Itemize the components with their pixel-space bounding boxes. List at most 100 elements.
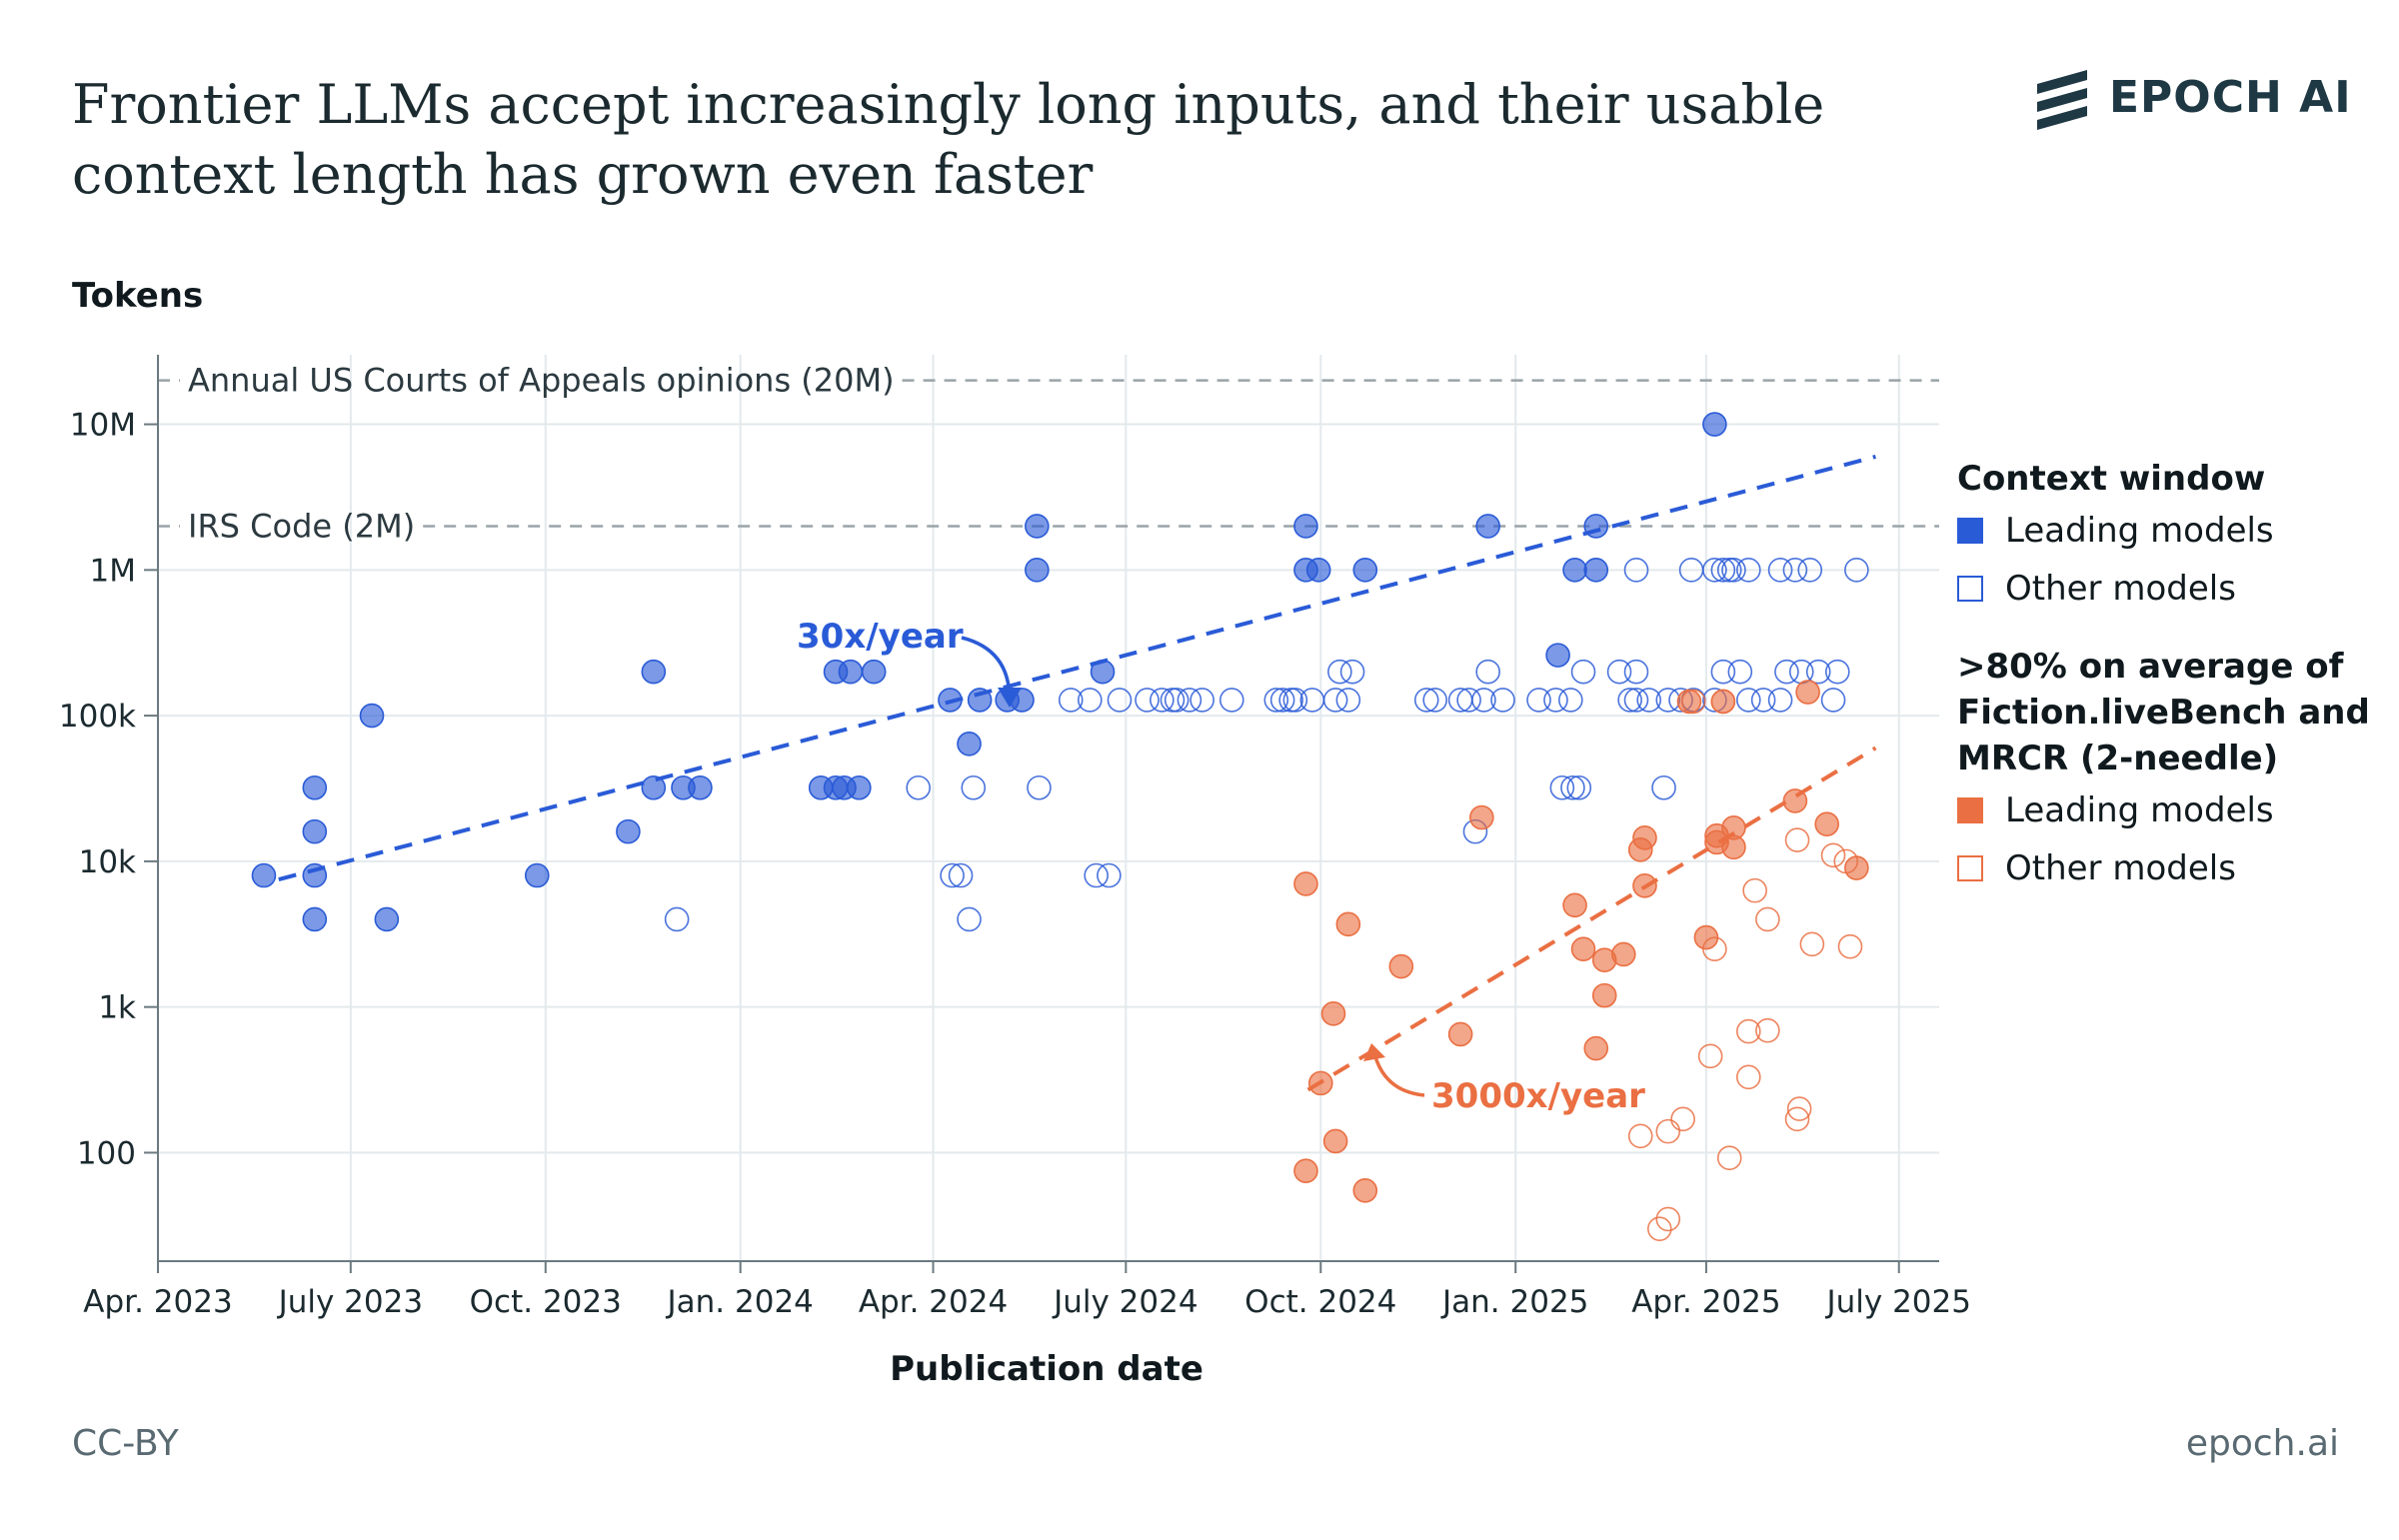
usable-leading-point <box>1307 1070 1333 1096</box>
usable-other-point <box>1627 1123 1653 1149</box>
site-link[interactable]: epoch.ai <box>2185 1423 2339 1464</box>
annotation-arrowhead <box>998 688 1022 708</box>
usable-other-point <box>1702 936 1727 961</box>
usable-leading-point <box>1352 1177 1378 1203</box>
context-other-point <box>1543 688 1568 713</box>
context-other-point <box>1735 688 1761 713</box>
context-leading-point <box>1090 659 1116 685</box>
trend-line-usable <box>1306 746 1877 1092</box>
context-leading-point <box>1583 514 1609 539</box>
usable-leading-point <box>1795 680 1820 705</box>
context-other-point <box>1767 688 1793 713</box>
context-other-point <box>1299 688 1325 713</box>
chart-title: Frontier LLMs accept increasingly long i… <box>72 73 1825 206</box>
legend-label: Leading models <box>2005 511 2274 551</box>
context-leading-point <box>302 774 328 800</box>
legend-item-usable-other: Other models <box>1957 839 2370 897</box>
x-tick-label: Apr. 2023 <box>83 1284 232 1320</box>
usable-leading-point <box>1469 804 1494 830</box>
context-other-point <box>1339 659 1365 685</box>
context-other-point <box>1526 688 1551 713</box>
context-other-point <box>1797 558 1823 583</box>
context-leading-point <box>861 659 887 685</box>
context-other-point <box>1282 688 1308 713</box>
legend-label: Other models <box>2005 569 2236 609</box>
context-other-point <box>1177 688 1202 713</box>
legend-item-context-other: Other models <box>1957 560 2370 618</box>
usable-other-point <box>1680 689 1706 715</box>
usable-other-point <box>1716 1145 1742 1171</box>
usable-other-point <box>1655 1206 1681 1232</box>
x-tick-label: Apr. 2024 <box>859 1284 1008 1320</box>
usable-leading-point <box>1562 892 1587 918</box>
context-other-point <box>1471 688 1496 713</box>
context-leading-point <box>1545 643 1570 668</box>
context-other-point <box>1678 558 1704 583</box>
context-other-point <box>1702 558 1727 583</box>
trend-annotation-label: 3000x/year <box>1431 1076 1645 1116</box>
context-leading-point <box>251 862 277 888</box>
context-other-point <box>1058 688 1084 713</box>
context-other-point <box>1623 688 1649 713</box>
context-other-point <box>1327 659 1352 685</box>
usable-other-point <box>1820 842 1846 868</box>
context-other-point <box>664 906 690 932</box>
context-leading-point <box>302 862 328 888</box>
x-axis-title: Publication date <box>890 1349 1203 1389</box>
context-other-point <box>1824 659 1850 685</box>
context-other-point <box>1774 659 1799 685</box>
legend-swatch-orange-filled <box>1957 797 1983 823</box>
y-tick-label: 100 <box>77 1135 136 1171</box>
context-other-point <box>957 906 982 932</box>
context-leading-point <box>938 688 963 713</box>
context-other-point <box>1710 659 1736 685</box>
context-leading-point <box>1352 558 1378 583</box>
context-other-point <box>1475 659 1500 685</box>
context-other-point <box>1078 688 1103 713</box>
context-leading-point <box>688 774 713 800</box>
context-other-point <box>1617 688 1642 713</box>
usable-other-point <box>1784 827 1810 852</box>
context-other-point <box>1097 862 1122 888</box>
context-leading-point <box>967 688 993 713</box>
context-other-point <box>1623 659 1649 685</box>
usable-leading-point <box>1721 834 1746 860</box>
context-other-point <box>1164 688 1190 713</box>
context-other-point <box>1413 688 1439 713</box>
usable-other-point <box>1755 906 1780 932</box>
legend-group-usable-title-3: MRCR (2-needle) <box>1957 739 2279 778</box>
usable-leading-point <box>1591 982 1617 1008</box>
reference-line-label: IRS Code (2M) <box>188 507 415 545</box>
context-other-point <box>1422 688 1448 713</box>
context-leading-point <box>1475 514 1500 539</box>
x-tick-label: July 2023 <box>277 1284 424 1320</box>
context-leading-point <box>524 862 550 888</box>
context-leading-point <box>957 732 982 757</box>
usable-leading-point <box>1782 788 1808 813</box>
context-leading-point <box>1025 558 1050 583</box>
legend: Context window Leading models Other mode… <box>1957 456 2370 897</box>
context-other-point <box>1135 688 1160 713</box>
context-other-point <box>961 774 987 800</box>
context-other-point <box>1750 688 1776 713</box>
context-other-point <box>906 774 931 800</box>
usable-other-point <box>1755 1017 1780 1043</box>
context-leading-point <box>302 906 328 932</box>
x-tick-label: July 2024 <box>1052 1284 1199 1320</box>
legend-item-context-leading: Leading models <box>1957 502 2370 560</box>
context-leading-point <box>616 818 641 844</box>
usable-other-point <box>1697 1043 1723 1069</box>
context-leading-point <box>838 659 864 685</box>
x-tick-label: Oct. 2024 <box>1244 1284 1396 1320</box>
logo-mark <box>2037 70 2087 130</box>
context-other-point <box>1651 774 1676 800</box>
usable-leading-point <box>1632 872 1657 898</box>
legend-swatch-blue-filled <box>1957 518 1983 544</box>
trend-lines <box>278 454 1877 1092</box>
usable-leading-point <box>1335 911 1361 937</box>
context-other-point <box>1727 659 1753 685</box>
x-tick-label: Jan. 2024 <box>666 1284 814 1320</box>
trend-annotation-label: 30x/year <box>797 617 964 657</box>
usable-other-point <box>1786 1096 1812 1121</box>
usable-other-point <box>1655 1118 1681 1144</box>
